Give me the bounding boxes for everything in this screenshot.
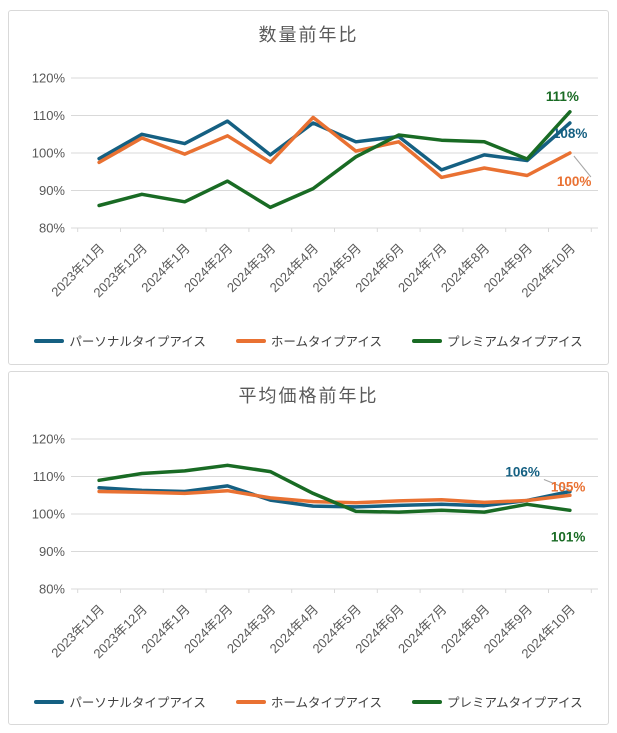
charts-dashboard: 数量前年比 120% 110% 100% 90% 80% 2023年11月 2023年12月… [8, 10, 609, 725]
series-line-0 [97, 119, 572, 172]
legend-line-swatch [235, 699, 266, 704]
legend-item-2: プレミアムタイプアイス [412, 692, 583, 711]
legend-avg-price-yoy: パーソナルタイプアイス ホームタイプアイス プレミアムタイプアイス [9, 692, 608, 711]
legend-item-1: ホームタイプアイス [235, 692, 382, 711]
legend-item-1: ホームタイプアイス [235, 331, 382, 350]
legend-label: ホームタイプアイス [270, 696, 382, 710]
data-label-leader-line [543, 479, 570, 490]
y-axis-tick-label: 90% [39, 544, 65, 559]
legend-label: ホームタイプアイス [270, 335, 382, 349]
legend-line-swatch [412, 699, 442, 704]
legend-line-swatch [34, 699, 65, 704]
chart-panel-quantity-yoy: 数量前年比 120% 110% 100% 90% 80% 2023年11月 2023年12月… [8, 10, 609, 365]
data-label: 111% [546, 89, 579, 104]
y-axis-tick-label: 80% [39, 582, 65, 597]
data-label-leader-line [573, 155, 592, 178]
y-axis-tick-label: 120% [32, 432, 66, 447]
legend-label: プレミアムタイプアイス [447, 696, 583, 710]
plot-area-avg-price-yoy: 120%110%100%90%80%2023年11月2023年12月2024年1… [32, 432, 598, 661]
data-label: 105% [551, 479, 586, 494]
plot-area-quantity-yoy: 120%110%100%90%80%2023年11月2023年12月2024年1… [32, 71, 598, 300]
legend-label: パーソナルタイプアイス [69, 696, 206, 710]
y-axis-tick-label: 110% [33, 108, 66, 123]
y-axis-tick-label: 100% [32, 146, 66, 161]
chart-title-quantity-yoy: 数量前年比 [258, 25, 359, 45]
data-label: 108% [553, 126, 588, 141]
chart-title-avg-price-yoy: 平均価格前年比 [238, 386, 379, 406]
y-axis-tick-label: 80% [39, 221, 65, 236]
y-axis-tick-label: 90% [39, 183, 65, 198]
series-line-1 [97, 115, 572, 180]
series-line-2 [97, 110, 572, 210]
data-label: 100% [557, 174, 592, 189]
legend-quantity-yoy: パーソナルタイプアイス ホームタイプアイス プレミアムタイプアイス [9, 331, 608, 350]
legend-line-swatch [34, 338, 65, 343]
series-line-0 [97, 484, 572, 509]
legend-item-0: パーソナルタイプアイス [34, 331, 206, 350]
y-axis-tick-label: 100% [32, 507, 66, 522]
legend-label: プレミアムタイプアイス [447, 335, 583, 349]
y-axis-tick-label: 120% [32, 71, 66, 86]
legend-line-swatch [412, 338, 442, 343]
series-line-2 [97, 463, 572, 514]
chart-panel-avg-price-yoy: 平均価格前年比 120% 110% 100% 90% 80% 2023年11月 2023年1… [8, 371, 609, 725]
data-label: 101% [551, 529, 586, 544]
data-label: 106% [505, 465, 540, 480]
legend-line-swatch [235, 338, 266, 343]
legend-label: パーソナルタイプアイス [69, 335, 206, 349]
legend-item-0: パーソナルタイプアイス [34, 692, 206, 711]
y-axis-tick-label: 110% [33, 469, 66, 484]
legend-item-2: プレミアムタイプアイス [412, 331, 583, 350]
